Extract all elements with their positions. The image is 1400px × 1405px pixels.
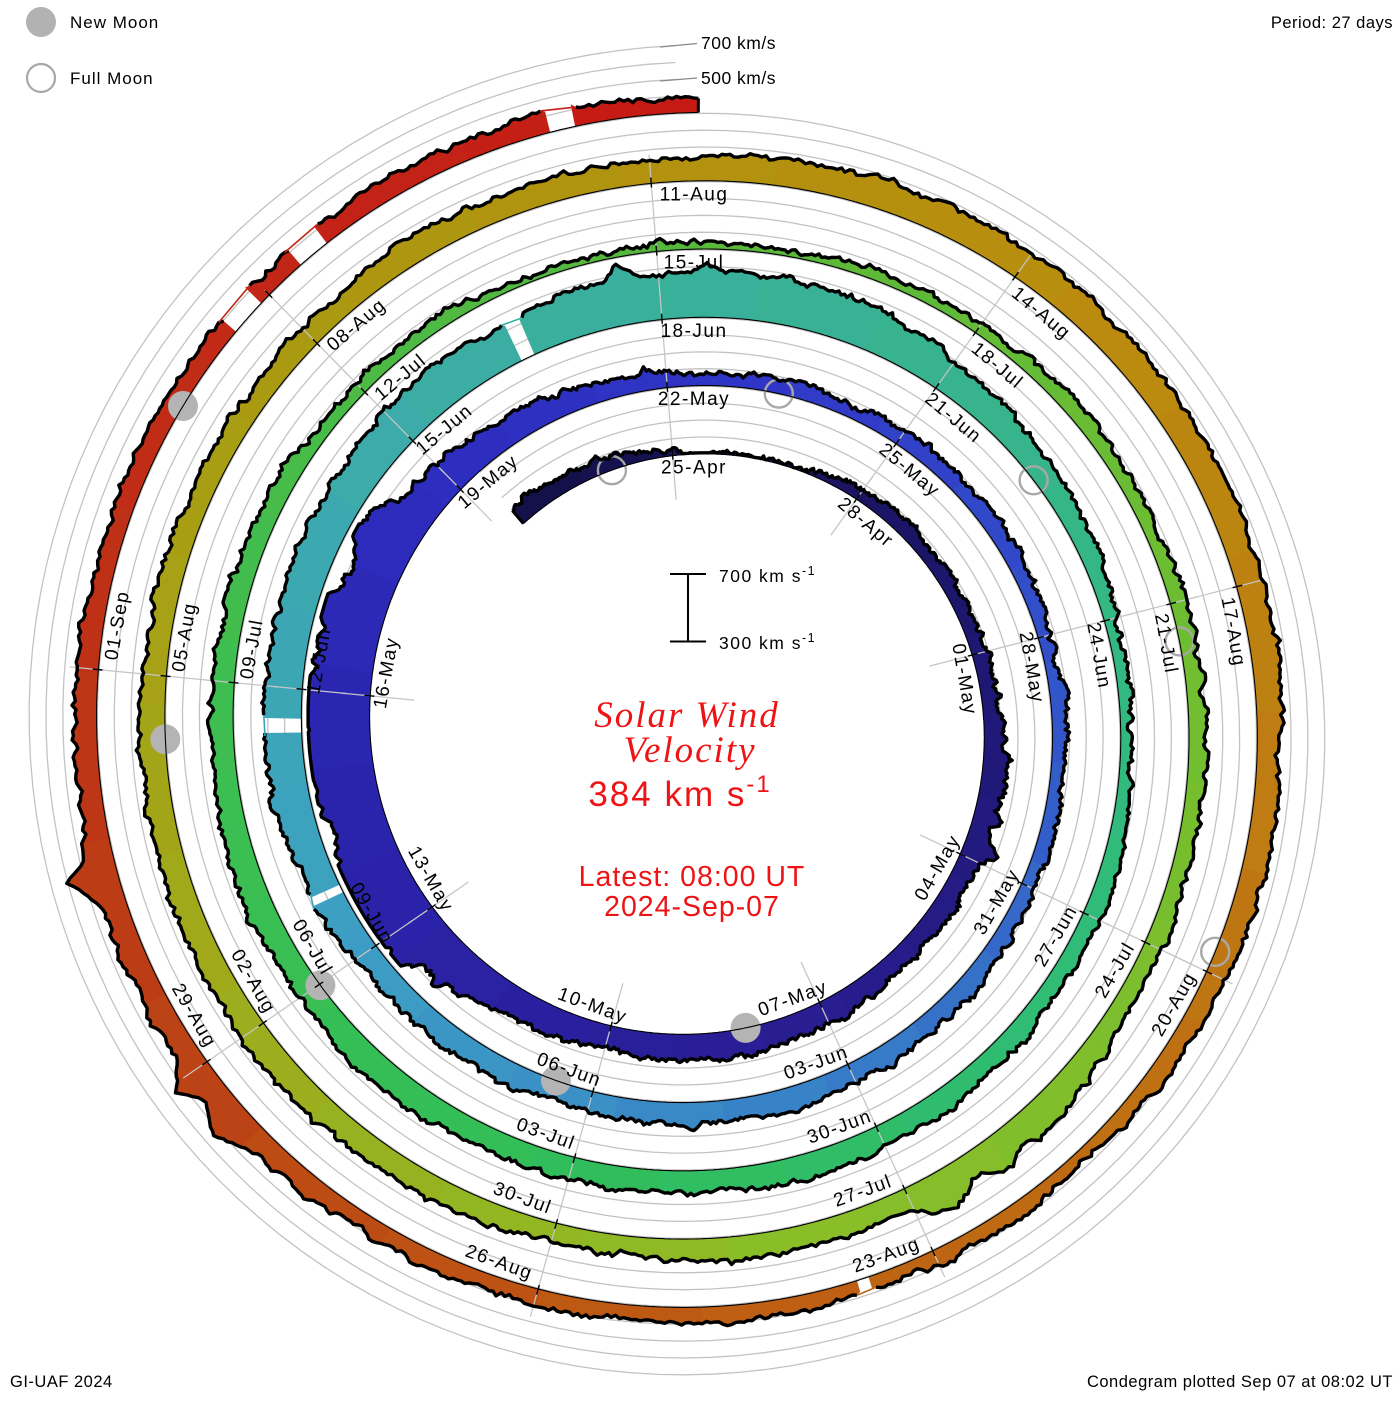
svg-text:500 km/s: 500 km/s — [701, 68, 776, 88]
svg-text:Velocity: Velocity — [623, 730, 756, 771]
svg-text:2024-Sep-07: 2024-Sep-07 — [604, 891, 780, 923]
svg-text:11-Aug: 11-Aug — [660, 184, 729, 205]
svg-text:Condegram plotted Sep 07 at 08: Condegram plotted Sep 07 at 08:02 UT — [1087, 1373, 1393, 1391]
svg-text:25-Apr: 25-Apr — [661, 458, 727, 479]
svg-text:GI-UAF 2024: GI-UAF 2024 — [10, 1373, 113, 1391]
svg-text:15-Jul: 15-Jul — [664, 253, 725, 274]
svg-text:18-Jun: 18-Jun — [660, 321, 727, 342]
svg-text:384 km s-1: 384 km s-1 — [588, 771, 771, 814]
svg-text:300 km s-1: 300 km s-1 — [719, 631, 816, 653]
svg-text:700 km/s: 700 km/s — [701, 33, 776, 53]
svg-text:New Moon: New Moon — [70, 13, 159, 32]
svg-text:Latest: 08:00 UT: Latest: 08:00 UT — [579, 861, 806, 893]
svg-text:22-May: 22-May — [658, 389, 730, 410]
svg-text:Period: 27 days: Period: 27 days — [1271, 14, 1393, 32]
svg-text:Full Moon: Full Moon — [70, 69, 154, 88]
svg-text:700 km s-1: 700 km s-1 — [719, 564, 816, 586]
